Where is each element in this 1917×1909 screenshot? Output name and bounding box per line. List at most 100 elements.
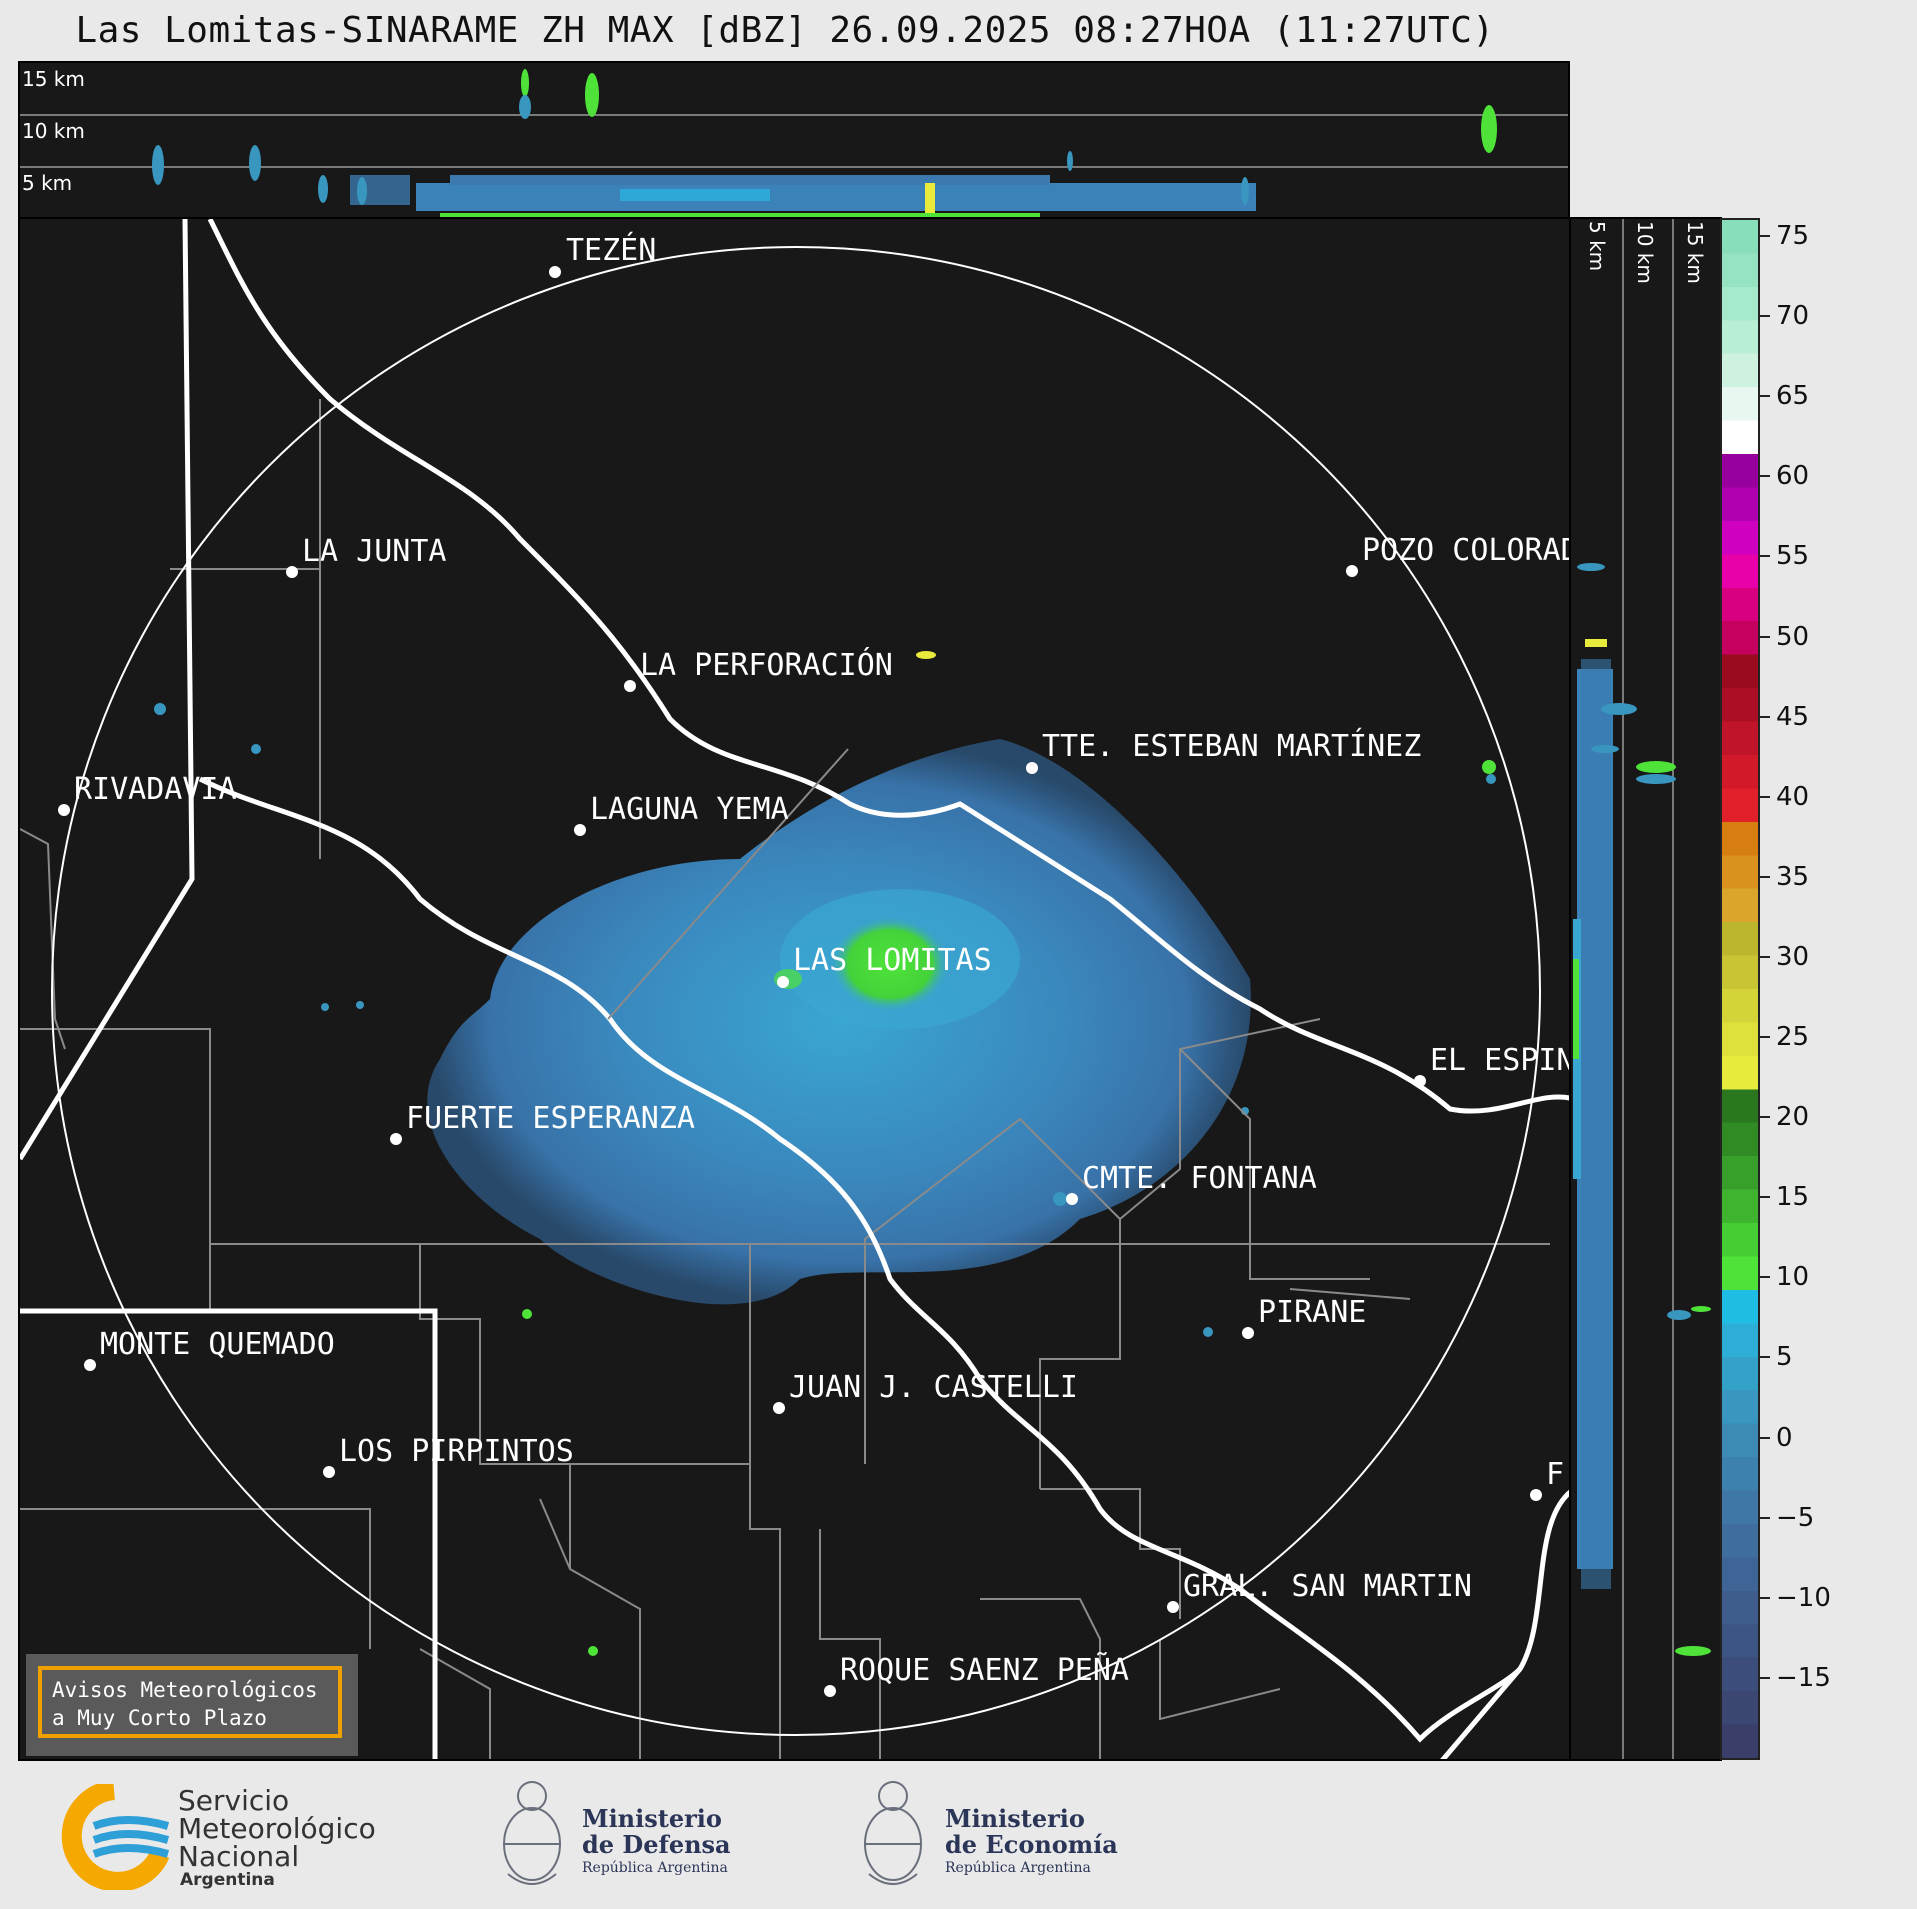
- colorbar-tick-mark: [1760, 1276, 1770, 1279]
- radar-map: TEZÉN LA JUNTA POZO COLORAD LA PERFORACI…: [20, 219, 1572, 1759]
- colorbar-tick-mark: [1760, 875, 1770, 878]
- city-markers: TEZÉN LA JUNTA POZO COLORAD LA PERFORACI…: [58, 232, 1572, 1697]
- city-dot-formosa: [1530, 1489, 1542, 1501]
- colorbar-tick-label: −10: [1776, 1582, 1831, 1613]
- city-dot-tte-esteban-martinez: [1026, 762, 1038, 774]
- colorbar-tick-label: 30: [1776, 941, 1810, 972]
- city-label-la-perforacion: LA PERFORACIÓN: [640, 646, 893, 683]
- aviso-line-2: a Muy Corto Plazo: [52, 1706, 267, 1730]
- city-label-tte-esteban-martinez: TTE. ESTEBAN MARTÍNEZ: [1042, 728, 1421, 764]
- city-label-la-junta: LA JUNTA: [302, 534, 447, 569]
- colorbar-tick-mark: [1760, 1356, 1770, 1359]
- colorbar-tick-mark: [1760, 1036, 1770, 1039]
- city-dot-gral-san-martin: [1167, 1601, 1179, 1613]
- city-dot-los-pirpintos: [323, 1466, 335, 1478]
- ministerio-economia-logo: Ministerio de Economía República Argenti…: [855, 1774, 1135, 1898]
- top-height-label-10km: 10 km: [22, 119, 85, 143]
- defensa-line-3: República Argentina: [582, 1860, 728, 1876]
- colorbar-tick-label: 35: [1776, 861, 1810, 892]
- city-label-laguna-yema: LAGUNA YEMA: [590, 792, 789, 827]
- smn-line-3: Nacional: [178, 1840, 300, 1873]
- colorbar-tick-mark: [1760, 315, 1770, 318]
- smn-logo: Servicio Meteorológico Nacional Argentin…: [56, 1784, 386, 1894]
- province-boundaries: [20, 219, 1570, 1759]
- city-label-fuerte-esperanza: FUERTE ESPERANZA: [406, 1101, 695, 1136]
- city-label-gral-san-martin: GRAL. SAN MARTIN: [1183, 1569, 1472, 1604]
- colorbar-tick-mark: [1760, 1516, 1770, 1519]
- top-cross-section-echoes: [20, 69, 1568, 217]
- colorbar-tick-label: 50: [1776, 621, 1810, 652]
- city-label-el-espinillo: EL ESPIN: [1430, 1043, 1572, 1078]
- city-dot-rivadavia: [58, 804, 70, 816]
- colorbar-tick-label: 0: [1776, 1422, 1793, 1453]
- city-label-formosa: F: [1546, 1457, 1564, 1492]
- city-label-las-lomitas: LAS LOMITAS: [793, 943, 992, 978]
- city-dot-pirane: [1242, 1327, 1254, 1339]
- colorbar-tick-mark: [1760, 635, 1770, 638]
- city-dot-juan-j-castelli: [773, 1402, 785, 1414]
- colorbar-tick-label: 15: [1776, 1182, 1810, 1213]
- colorbar-tick-mark: [1760, 475, 1770, 478]
- city-dot-monte-quemado: [84, 1359, 96, 1371]
- colorbar-tick-mark: [1760, 1196, 1770, 1199]
- top-height-label-15km: 15 km: [22, 67, 85, 91]
- city-dot-fuerte-esperanza: [390, 1133, 402, 1145]
- city-label-los-pirpintos: LOS PIRPINTOS: [339, 1434, 574, 1469]
- city-label-tezen: TEZÉN: [566, 232, 656, 268]
- colorbar-tick-mark: [1760, 1596, 1770, 1599]
- city-dot-laguna-yema: [574, 824, 586, 836]
- colorbar-tick-label: 55: [1776, 541, 1810, 572]
- colorbar-tick-mark: [1760, 235, 1770, 238]
- colorbar-tick-mark: [1760, 395, 1770, 398]
- city-label-rivadavia: RIVADAVIA: [74, 772, 237, 807]
- defensa-line-1: Ministerio: [582, 1804, 722, 1833]
- city-dot-la-perforacion: [624, 680, 636, 692]
- top-cross-section-panel: 15 km 10 km 5 km: [18, 61, 1570, 219]
- radar-range-ring: [51, 246, 1541, 1736]
- colorbar-tick-label: 65: [1776, 381, 1810, 412]
- side-height-label-15km: 15 km: [1683, 221, 1707, 284]
- city-dot-pozo-colorado: [1346, 565, 1358, 577]
- colorbar-tick-mark: [1760, 795, 1770, 798]
- colorbar-tick-label: 70: [1776, 301, 1810, 332]
- colorbar-tick-mark: [1760, 555, 1770, 558]
- city-label-monte-quemado: MONTE QUEMADO: [100, 1327, 335, 1362]
- side-height-label-5km: 5 km: [1585, 221, 1609, 272]
- smn-line-4: Argentina: [180, 1870, 275, 1890]
- city-dot-tezen: [549, 266, 561, 278]
- ministerio-defensa-logo: Ministerio de Defensa República Argentin…: [494, 1774, 754, 1898]
- department-boundaries: [20, 399, 1550, 1759]
- economia-line-2: de Economía: [945, 1830, 1118, 1859]
- smn-line-1: Servicio: [178, 1784, 290, 1817]
- radar-map-panel: TEZÉN LA JUNTA POZO COLORAD LA PERFORACI…: [18, 217, 1572, 1761]
- department-line: [607, 748, 849, 1020]
- city-label-roque-saenz-pena: ROQUE SAENZ PEÑA: [840, 1652, 1129, 1688]
- city-label-pirane: PIRANE: [1258, 1295, 1366, 1330]
- city-dot-roque-saenz-pena: [824, 1685, 836, 1697]
- colorbar-tick-label: 10: [1776, 1262, 1810, 1293]
- defensa-line-2: de Defensa: [582, 1830, 731, 1859]
- colorbar-tick-label: −15: [1776, 1662, 1831, 1693]
- page-title: Las Lomitas-SINARAME ZH MAX [dBZ] 26.09.…: [75, 10, 1495, 51]
- colorbar-tick-label: 45: [1776, 701, 1810, 732]
- precipitation-echo: [154, 651, 1496, 1656]
- aviso-box: Avisos Meteorológicos a Muy Corto Plazo: [26, 1654, 358, 1756]
- smn-emblem-icon: [61, 1784, 170, 1890]
- argentina-coat-of-arms-icon: [503, 1781, 561, 1885]
- side-cross-section-echoes: [1573, 219, 1711, 1759]
- colorbar-tick-label: 20: [1776, 1102, 1810, 1133]
- city-dot-el-espinillo: [1414, 1075, 1426, 1087]
- smn-line-2: Meteorológico: [178, 1812, 376, 1845]
- city-dot-la-junta: [286, 566, 298, 578]
- city-dot-las-lomitas: [777, 976, 789, 988]
- city-label-juan-j-castelli: JUAN J. CASTELLI: [789, 1370, 1078, 1405]
- colorbar-tick-label: 25: [1776, 1022, 1810, 1053]
- colorbar-tick-label: −5: [1776, 1502, 1815, 1533]
- colorbar-tick-label: 5: [1776, 1342, 1793, 1373]
- economia-line-1: Ministerio: [945, 1804, 1085, 1833]
- argentina-coat-of-arms-icon: [864, 1781, 922, 1885]
- economia-line-3: República Argentina: [945, 1860, 1091, 1876]
- colorbar-tick-mark: [1760, 1116, 1770, 1119]
- top-height-label-5km: 5 km: [22, 171, 73, 195]
- colorbar-tick-mark: [1760, 1676, 1770, 1679]
